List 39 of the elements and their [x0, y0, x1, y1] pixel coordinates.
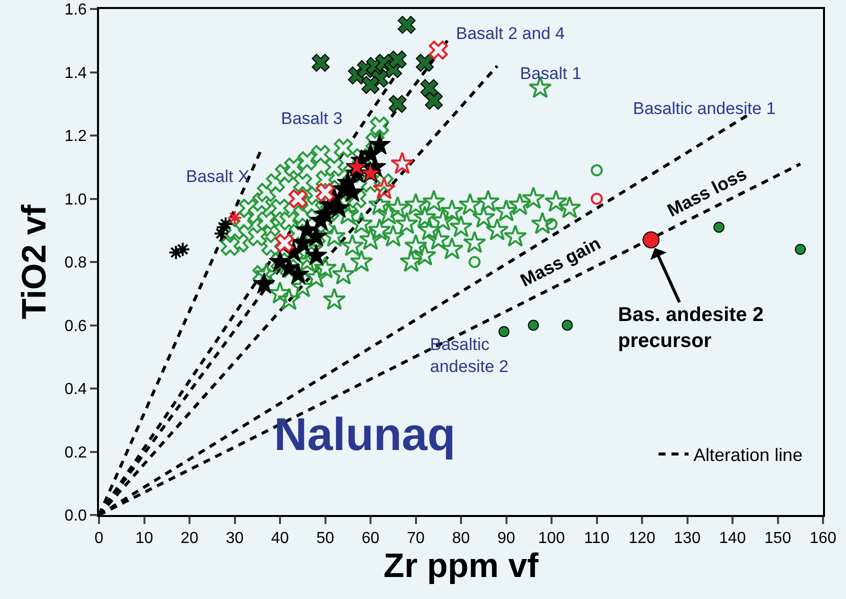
annotation: Bas. andesite 2 precursor — [618, 304, 764, 352]
legend-label: Alteration line — [694, 445, 803, 465]
annotation: Basalt 1 — [520, 64, 582, 83]
annotation: Mass gain — [517, 233, 604, 291]
annotation: Nalunaq — [274, 408, 456, 460]
annotation: Basalt 3 — [281, 109, 342, 128]
y-axis-title: TiO2 vf — [16, 204, 54, 320]
x-tick-label: 90 — [497, 530, 516, 548]
x-tick-label: 10 — [135, 530, 154, 548]
y-tick-label: 0.6 — [64, 318, 87, 335]
x-tick-label: 40 — [271, 530, 289, 548]
y-tick-label: 0.0 — [64, 508, 87, 525]
x-tick-label: 60 — [362, 530, 380, 548]
x-tick-label: 130 — [674, 530, 701, 548]
annotation: Basaltic andesite 2 — [430, 335, 508, 376]
y-tick-label: 1.0 — [64, 191, 87, 208]
y-tick-label: 0.8 — [64, 254, 87, 272]
x-tick-label: 50 — [316, 530, 334, 548]
y-tick-label: 0.2 — [64, 444, 87, 462]
y-tick-label: 0.4 — [64, 381, 87, 398]
x-tick-label: 80 — [452, 530, 470, 548]
x-tick-label: 160 — [810, 530, 836, 548]
x-tick-label: 150 — [764, 530, 792, 548]
y-tick-label: 1.6 — [64, 2, 87, 19]
x-tick-label: 140 — [719, 530, 746, 548]
annotation: Basaltic andesite 1 — [633, 99, 776, 118]
x-tick-label: 120 — [628, 530, 656, 548]
x-tick-label: 110 — [584, 530, 610, 548]
annotation: Basalt 2 and 4 — [456, 24, 565, 43]
annotation: Basalt X — [186, 167, 250, 186]
x-tick-label: 70 — [406, 530, 425, 548]
x-axis-title: Zr ppm vf — [384, 547, 540, 586]
y-tick-label: 1.2 — [64, 128, 87, 146]
annotation: Mass loss — [664, 164, 750, 221]
x-tick-label: 0 — [94, 530, 104, 548]
x-tick-label: 30 — [226, 530, 244, 548]
x-tick-label: 100 — [538, 530, 565, 548]
y-tick-label: 1.4 — [64, 64, 87, 82]
x-tick-label: 20 — [180, 530, 198, 548]
